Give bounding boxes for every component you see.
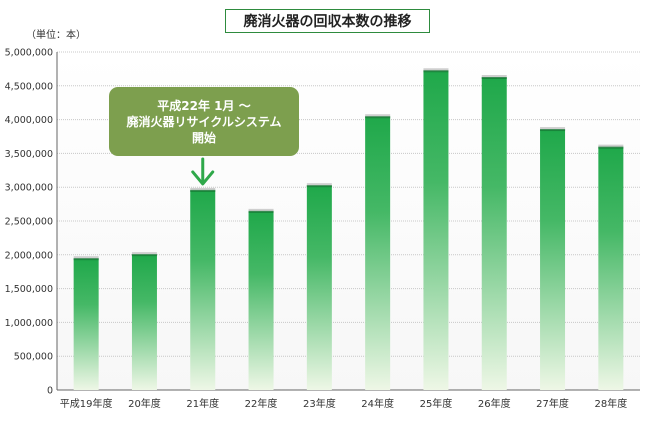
x-tick-label: 21年度 bbox=[186, 397, 219, 410]
y-tick-label: 1,500,000 bbox=[5, 284, 53, 295]
y-tick-label: 1,000,000 bbox=[5, 318, 53, 329]
annotation-arrow-head bbox=[191, 170, 215, 186]
bar bbox=[540, 129, 566, 390]
y-tick-label: 2,500,000 bbox=[5, 217, 53, 228]
x-tick-label: 20年度 bbox=[128, 397, 161, 410]
x-tick-label: 27年度 bbox=[536, 397, 569, 410]
y-tick-label: 3,000,000 bbox=[5, 183, 53, 194]
bar-top-edge bbox=[540, 129, 566, 132]
x-tick-label: 24年度 bbox=[361, 397, 394, 410]
annotation-line-2: 廃消火器リサイクルシステム bbox=[126, 114, 282, 129]
x-tick-label: 25年度 bbox=[420, 397, 453, 410]
annotation-line-1: 平成22年 1月 ～ bbox=[157, 98, 251, 113]
bar-cap bbox=[73, 256, 99, 260]
y-tick-label: 4,000,000 bbox=[5, 115, 53, 126]
bar bbox=[481, 77, 507, 391]
bar bbox=[248, 210, 274, 390]
annotation-callout: 平成22年 1月 ～ 廃消火器リサイクルシステム 開始 bbox=[109, 87, 299, 156]
bar-cap bbox=[365, 114, 391, 118]
x-tick-label: 23年度 bbox=[303, 397, 336, 410]
y-tick-label: 4,500,000 bbox=[5, 81, 53, 92]
chart-title: 廃消火器の回収本数の推移 bbox=[225, 9, 430, 33]
bar-cap bbox=[131, 252, 157, 256]
bar bbox=[423, 70, 449, 390]
bar-top-edge bbox=[481, 77, 507, 80]
bar-top-edge bbox=[306, 185, 332, 188]
y-tick-label: 5,000,000 bbox=[5, 48, 53, 59]
bar-top-edge bbox=[248, 210, 274, 213]
x-tick-label: 26年度 bbox=[478, 397, 511, 410]
unit-label: （単位：本） bbox=[26, 30, 86, 41]
bar-cap bbox=[598, 144, 624, 148]
y-tick-label: 2,000,000 bbox=[5, 250, 53, 261]
y-tick-label: 3,500,000 bbox=[5, 149, 53, 160]
bar-top-edge bbox=[190, 189, 216, 192]
annotation-line-3: 開始 bbox=[191, 130, 216, 145]
bar-top-edge bbox=[423, 70, 449, 73]
bar-cap bbox=[481, 75, 507, 79]
bar bbox=[190, 189, 216, 390]
x-tick-label: 28年度 bbox=[594, 397, 627, 410]
bar-top-edge bbox=[365, 116, 391, 119]
bar-top-edge bbox=[598, 146, 624, 149]
bar bbox=[73, 258, 99, 390]
bar-cap bbox=[540, 127, 566, 131]
bar-top-edge bbox=[131, 254, 157, 257]
bar bbox=[131, 254, 157, 390]
bar-cap bbox=[423, 68, 449, 72]
bar-top-edge bbox=[73, 258, 99, 261]
bar-cap bbox=[248, 208, 274, 212]
x-tick-label: 平成19年度 bbox=[60, 397, 113, 410]
y-tick-label: 500,000 bbox=[14, 352, 53, 363]
bar bbox=[306, 185, 332, 390]
x-tick-label: 22年度 bbox=[245, 397, 278, 410]
y-tick-label: 0 bbox=[47, 386, 53, 397]
bar bbox=[365, 116, 391, 390]
bar-cap bbox=[306, 183, 332, 187]
bar bbox=[598, 146, 624, 390]
bar-cap bbox=[190, 187, 216, 191]
